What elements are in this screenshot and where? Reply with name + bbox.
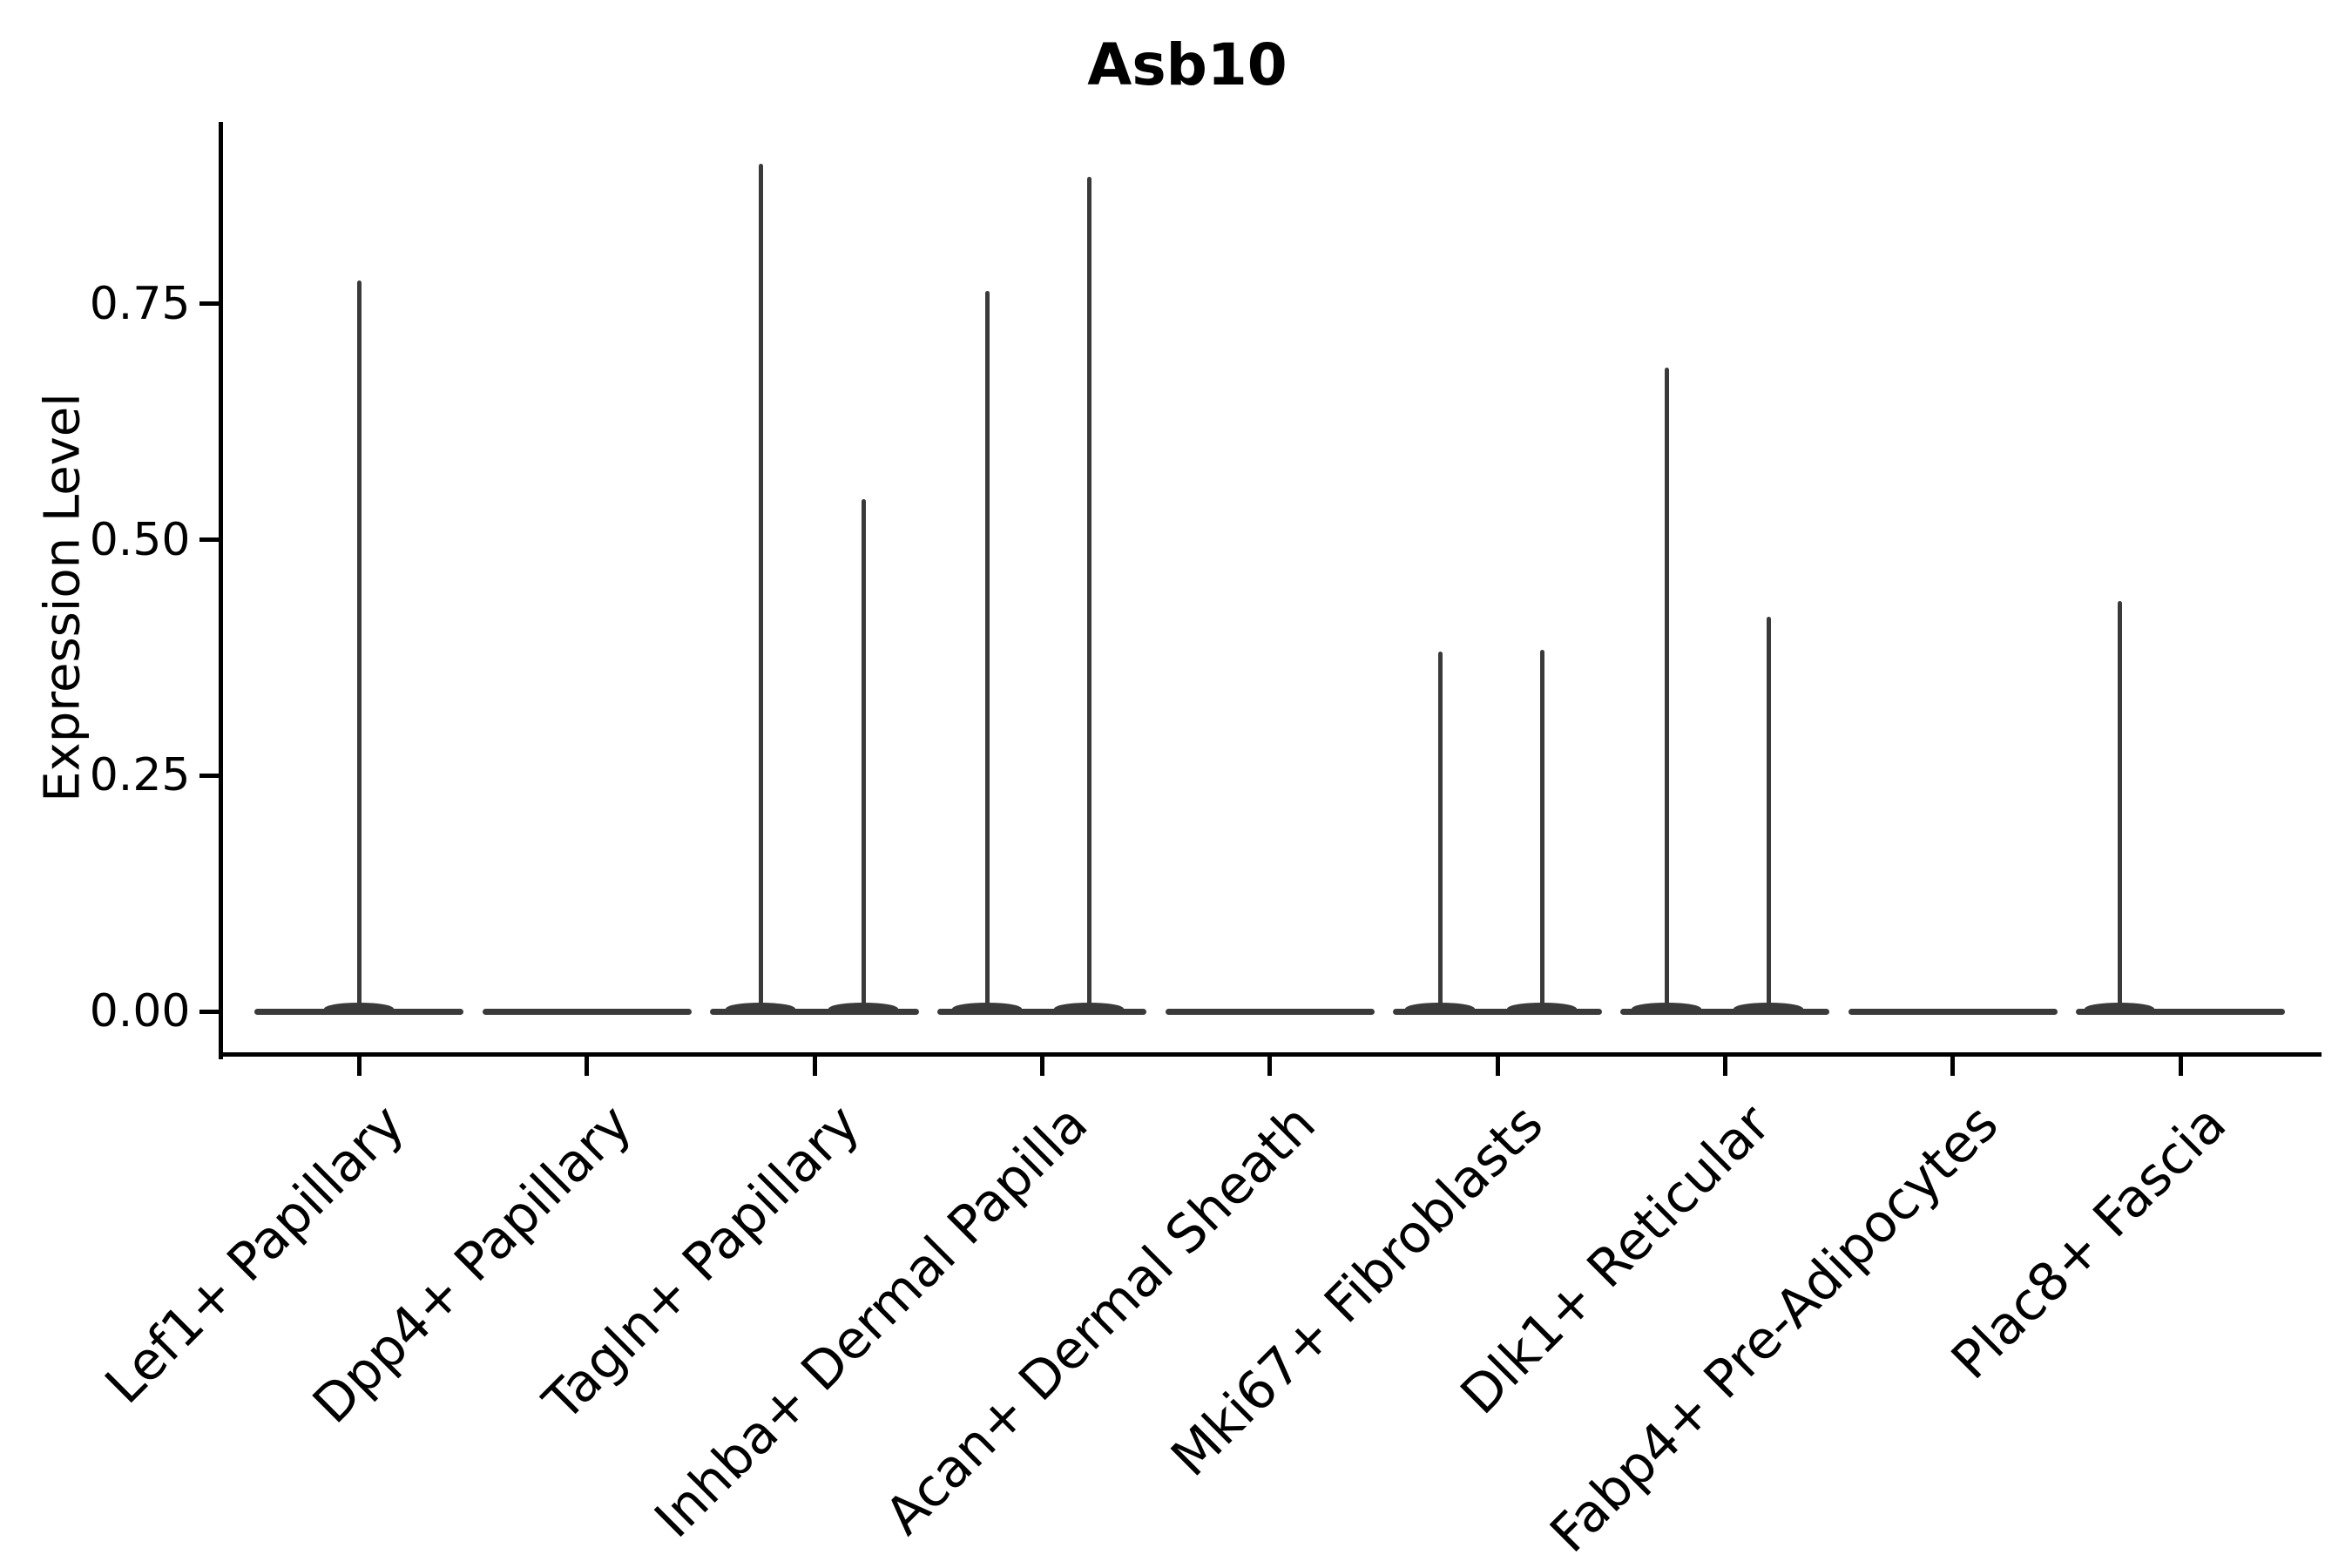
violin-spike (861, 499, 866, 1015)
violin-base (1848, 1008, 2058, 1015)
x-tick-label: Fabp4+ Pre-Adipocytes (1538, 1092, 2011, 1565)
x-tick-mark (1722, 1057, 1727, 1076)
x-tick-mark (1495, 1057, 1500, 1076)
x-tick-mark (812, 1057, 817, 1076)
x-tick-mark (2178, 1057, 2183, 1076)
y-tick-label: 0.00 (89, 985, 191, 1037)
violin-base (2076, 1008, 2286, 1015)
plot-title: Asb10 (1087, 31, 1288, 98)
x-tick-mark (1267, 1057, 1273, 1076)
violin-spike (758, 163, 763, 1015)
x-tick-mark (356, 1057, 362, 1076)
x-tick-label: Inhba+ Dermal Papilla (643, 1092, 1099, 1550)
violin-spike (1664, 367, 1669, 1015)
violin-spike (1539, 650, 1544, 1015)
violin-base (482, 1008, 692, 1015)
y-tick-label: 0.50 (89, 513, 191, 566)
x-axis-spine (218, 1052, 2322, 1057)
x-tick-mark (585, 1057, 590, 1076)
violin-spike (1766, 617, 1771, 1015)
violin-base (1393, 1008, 1603, 1015)
violin-spike (984, 290, 990, 1015)
y-tick-mark (199, 1009, 219, 1014)
x-tick-label: Acan+ Dermal Sheath (873, 1092, 1328, 1547)
violin-base (1620, 1008, 1830, 1015)
violin-spike (1086, 176, 1092, 1015)
x-tick-label: Mki67+ Fibroblasts (1159, 1092, 1555, 1489)
violin-spike (356, 280, 362, 1015)
violin-base (937, 1008, 1147, 1015)
y-tick-label: 0.75 (89, 277, 191, 330)
violin-base (710, 1008, 920, 1015)
y-axis-spine (218, 122, 223, 1059)
x-tick-mark (1039, 1057, 1044, 1076)
violin-spike (1437, 652, 1443, 1015)
y-axis-title: Expression Level (34, 393, 91, 802)
violin-spike (2117, 601, 2122, 1015)
x-tick-mark (1950, 1057, 1956, 1076)
y-tick-mark (199, 537, 219, 543)
y-tick-mark (199, 301, 219, 307)
violin-base (1165, 1008, 1375, 1015)
y-tick-mark (199, 773, 219, 778)
y-tick-label: 0.25 (89, 749, 191, 802)
